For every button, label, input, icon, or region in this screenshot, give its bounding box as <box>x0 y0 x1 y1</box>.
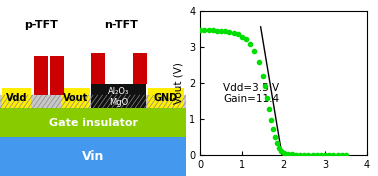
Text: Vin: Vin <box>82 150 104 163</box>
Bar <box>50 56 64 95</box>
Bar <box>2 88 31 108</box>
Text: p-TFT: p-TFT <box>24 20 58 30</box>
Y-axis label: Vout (V): Vout (V) <box>174 62 184 104</box>
Text: Vdd=3.5 V
Gain=11.4: Vdd=3.5 V Gain=11.4 <box>223 83 279 104</box>
Text: GND: GND <box>154 93 178 103</box>
Bar <box>0 137 186 176</box>
Text: Gate insulator: Gate insulator <box>49 118 138 128</box>
Bar <box>148 88 184 108</box>
Bar <box>62 88 90 108</box>
Text: Al₂O₃: Al₂O₃ <box>108 87 129 96</box>
Bar <box>133 53 147 84</box>
Bar <box>0 108 186 137</box>
Bar <box>91 53 105 84</box>
Bar <box>34 56 48 95</box>
Text: n-TFT: n-TFT <box>104 20 138 30</box>
Text: Vdd: Vdd <box>6 93 27 103</box>
Bar <box>0 95 186 108</box>
Bar <box>91 84 146 108</box>
X-axis label: Vin (V): Vin (V) <box>266 175 301 176</box>
Text: Vout: Vout <box>64 93 88 103</box>
Text: MgO: MgO <box>109 98 128 107</box>
